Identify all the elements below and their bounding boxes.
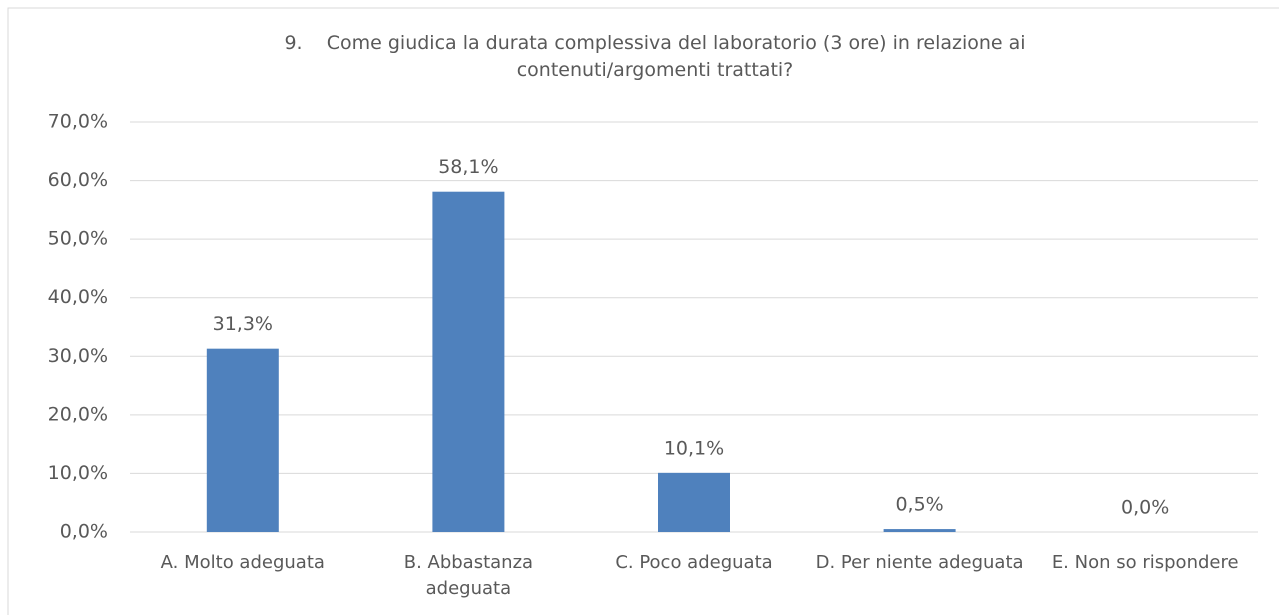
y-tick-label: 0,0% bbox=[60, 521, 108, 543]
y-tick-label: 70,0% bbox=[48, 111, 108, 133]
x-tick-label: B. Abbastanza adeguata bbox=[403, 552, 534, 599]
x-tick-label: D. Per niente adeguata bbox=[815, 552, 1024, 573]
y-tick-label: 10,0% bbox=[48, 462, 108, 484]
x-tick-label: E. Non so rispondere bbox=[1051, 552, 1239, 573]
data-label: 58,1% bbox=[438, 156, 498, 178]
x-tick-label: A. Molto adeguata bbox=[160, 552, 325, 573]
data-label: 31,3% bbox=[213, 313, 273, 335]
y-tick-label: 60,0% bbox=[48, 169, 108, 191]
bar bbox=[432, 191, 505, 532]
data-label: 0,0% bbox=[1121, 497, 1169, 519]
data-label: 0,5% bbox=[895, 494, 943, 516]
y-tick-label: 40,0% bbox=[48, 286, 108, 308]
bar bbox=[883, 529, 956, 532]
y-tick-label: 50,0% bbox=[48, 228, 108, 250]
bar bbox=[658, 472, 730, 532]
chart-title: 9. Come giudica la durata complessiva de… bbox=[284, 32, 1032, 81]
y-tick-label: 20,0% bbox=[48, 403, 108, 425]
x-tick-label: C. Poco adeguata bbox=[615, 552, 773, 573]
y-tick-label: 30,0% bbox=[48, 345, 108, 367]
data-label: 10,1% bbox=[664, 437, 724, 459]
chart-border bbox=[7, 7, 1279, 615]
bar bbox=[206, 348, 279, 532]
